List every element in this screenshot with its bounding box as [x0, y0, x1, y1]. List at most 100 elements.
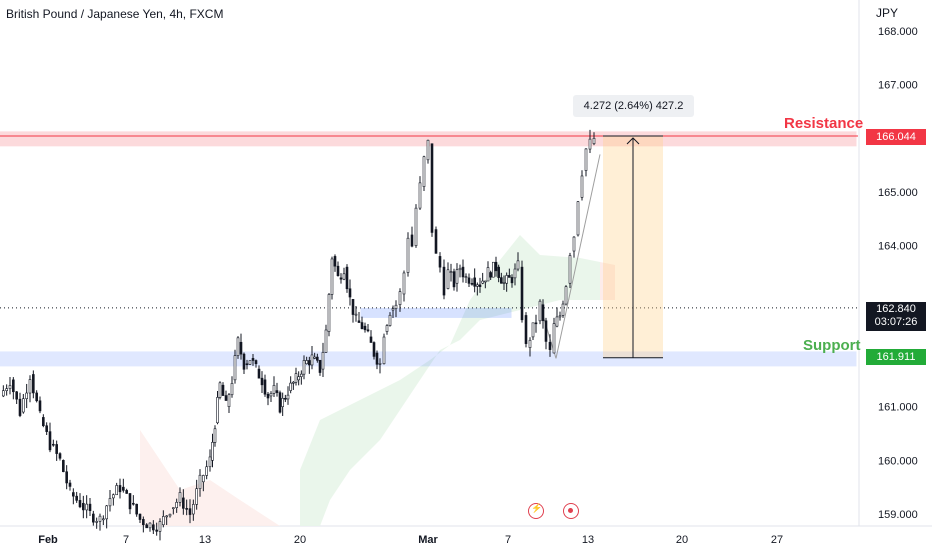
- candle-body: [58, 453, 62, 459]
- candle-body: [473, 277, 476, 287]
- candle-body: [230, 383, 234, 396]
- candle-body: [345, 266, 349, 290]
- candle-body: [461, 266, 465, 278]
- candle-body: [216, 397, 219, 424]
- candle-body: [513, 268, 517, 279]
- candle-body: [245, 363, 249, 366]
- price-tick-label: 167.000: [878, 80, 918, 92]
- candle-body: [538, 300, 542, 322]
- candle-body: [446, 269, 450, 289]
- candle-body: [394, 304, 398, 309]
- candle-body: [302, 360, 306, 375]
- time-tick-label: 13: [582, 534, 594, 546]
- candle-body: [158, 521, 162, 532]
- candle-body: [434, 229, 438, 254]
- candle-body: [552, 323, 556, 354]
- candle-body: [42, 417, 45, 427]
- candle-body: [300, 373, 303, 377]
- target-icon[interactable]: [563, 503, 579, 519]
- candle-body: [227, 394, 231, 407]
- candle-body: [202, 475, 205, 483]
- candle-body: [360, 322, 364, 330]
- candle-body: [272, 385, 276, 394]
- projection-arrow-head: [626, 137, 640, 145]
- time-tick-label: 27: [771, 534, 783, 546]
- candle-body: [524, 315, 528, 344]
- candle-body: [118, 485, 122, 493]
- candle-body: [576, 201, 580, 236]
- candle-body: [508, 275, 511, 278]
- candle-body: [72, 492, 75, 497]
- candle-body: [102, 518, 105, 521]
- candle-body: [318, 360, 322, 373]
- chart-title: British Pound / Japanese Yen, 4h, FXCM: [6, 7, 224, 21]
- candle-body: [242, 353, 246, 370]
- candle-body: [561, 303, 565, 316]
- candle-body: [572, 236, 576, 252]
- candle-body: [294, 373, 298, 383]
- candle-body: [402, 272, 406, 295]
- candle-body: [198, 474, 202, 489]
- candle-body: [470, 283, 474, 285]
- lightning-icon[interactable]: [528, 503, 544, 519]
- candle-body: [410, 234, 414, 247]
- candle-body: [354, 313, 358, 316]
- candle-body: [558, 315, 562, 318]
- candle-body: [330, 258, 334, 295]
- candle-body: [464, 276, 468, 278]
- candle-body: [531, 322, 535, 338]
- candle-body: [284, 397, 287, 400]
- candle-body: [85, 503, 88, 511]
- current-price-value: 162.840: [876, 303, 916, 315]
- candle-body: [481, 280, 484, 284]
- candle-body: [78, 500, 82, 508]
- candle-body: [564, 286, 568, 305]
- candle-body: [382, 336, 386, 365]
- candle-body: [82, 502, 85, 511]
- candle-body: [484, 280, 487, 283]
- candle-body: [115, 485, 118, 496]
- candle-body: [218, 382, 222, 398]
- candle-body: [375, 352, 379, 365]
- candle-body: [313, 356, 316, 359]
- price-tick-label: 165.000: [878, 187, 918, 199]
- candle-body: [35, 392, 38, 402]
- time-tick-label: 7: [505, 534, 511, 546]
- current-price-tag: 162.840 03:07:26: [866, 302, 926, 331]
- candle-body: [236, 337, 240, 356]
- candle-body: [192, 504, 195, 515]
- candle-body: [510, 277, 514, 284]
- candle-body: [75, 495, 78, 501]
- candle-body: [308, 360, 311, 366]
- candle-body: [221, 384, 225, 396]
- candle-body: [568, 255, 572, 284]
- candle-body: [12, 379, 15, 393]
- support-price-tag: 161.911: [866, 349, 926, 365]
- candle-body: [385, 325, 389, 332]
- time-tick-label: 7: [123, 534, 129, 546]
- candle-body: [263, 379, 267, 395]
- candle-body: [414, 207, 418, 246]
- candle-body: [430, 143, 434, 233]
- time-tick-label: 13: [199, 534, 211, 546]
- candle-body: [281, 397, 284, 407]
- candle-body: [548, 341, 552, 350]
- candle-body: [45, 425, 48, 432]
- time-tick-label: 20: [676, 534, 688, 546]
- candle-body: [142, 519, 145, 526]
- candle-body: [366, 329, 370, 332]
- candle-body: [455, 269, 459, 284]
- candle-body: [489, 272, 492, 278]
- measure-readout: 4.272 (2.64%) 427.2: [573, 95, 694, 117]
- candle-body: [476, 284, 479, 287]
- candle-body: [162, 516, 165, 526]
- candle-body: [205, 466, 208, 476]
- candle-body: [165, 515, 168, 518]
- candle-body: [486, 267, 490, 282]
- candle-body: [378, 362, 382, 365]
- candle-body: [132, 502, 135, 505]
- time-tick-label: Feb: [38, 534, 58, 546]
- candle-body: [2, 390, 5, 397]
- candle-body: [369, 336, 373, 343]
